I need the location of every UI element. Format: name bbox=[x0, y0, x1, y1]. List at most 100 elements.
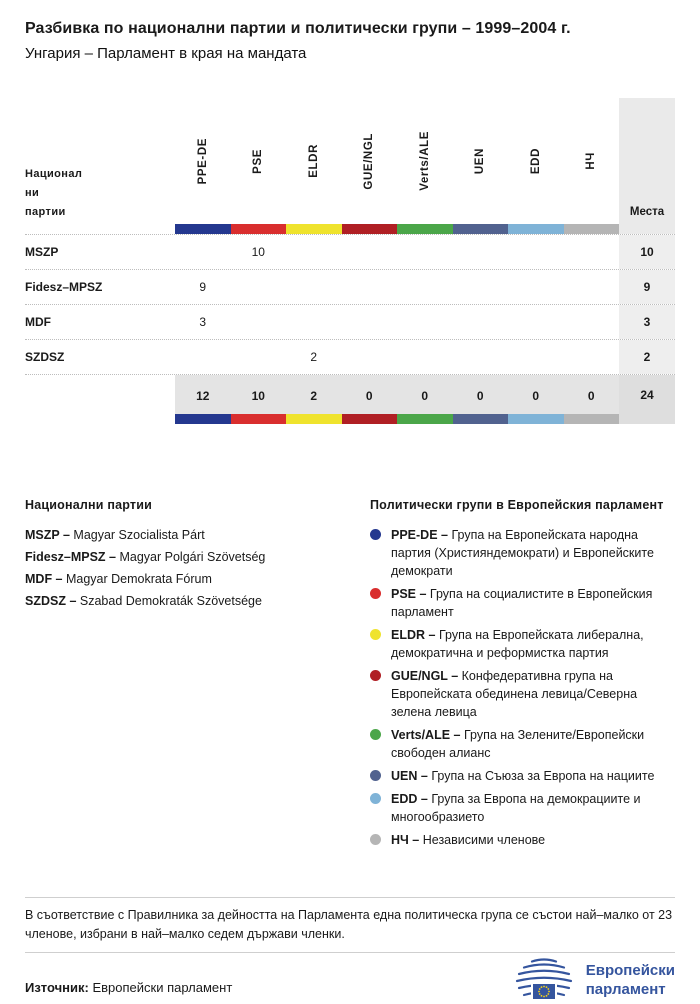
party-legend-item: SZDSZ – Szabad Demokraták Szövetsége bbox=[25, 590, 370, 612]
group-column-label: PSE bbox=[252, 148, 265, 174]
value-cell bbox=[397, 305, 453, 339]
party-full-name: Magyar Polgári Szövetség bbox=[119, 550, 266, 564]
page-subtitle: Унгария – Парламент в края на мандата bbox=[25, 45, 307, 62]
totals-blank-cell bbox=[25, 375, 175, 424]
value-cell bbox=[286, 305, 342, 339]
group-color-bar bbox=[508, 224, 564, 234]
group-description: Група на социалистите в Европейския парл… bbox=[391, 587, 653, 619]
source-line: Източник: Европейски парламент bbox=[25, 980, 232, 1004]
total-value-cell: 12 bbox=[175, 375, 231, 424]
value-cell: 3 bbox=[199, 315, 207, 329]
group-legend-item: GUE/NGL – Конфедеративна група на Европе… bbox=[370, 667, 675, 721]
group-color-dot bbox=[370, 729, 381, 740]
party-abbr: Fidesz–MPSZ – bbox=[25, 550, 116, 564]
party-legend-item: MDF – Magyar Demokrata Fórum bbox=[25, 568, 370, 590]
seats-column-label: Места bbox=[629, 206, 665, 218]
total-value-cell: 0 bbox=[341, 375, 397, 424]
group-color-dot bbox=[370, 588, 381, 599]
total-seats: 24 bbox=[619, 375, 675, 424]
value-cell bbox=[231, 305, 287, 339]
value-cell bbox=[175, 340, 231, 374]
total-color-bar bbox=[175, 414, 231, 424]
party-name: MSZP bbox=[25, 245, 59, 259]
total-value: 12 bbox=[196, 388, 210, 403]
group-abbr: UEN – bbox=[391, 769, 428, 783]
total-color-bar bbox=[508, 414, 564, 424]
ep-logo-text-line2: парламент bbox=[585, 981, 666, 998]
group-abbr: PSE – bbox=[391, 587, 427, 601]
group-description: Група на Зелените/Европейски свободен ал… bbox=[391, 728, 645, 760]
table-row: SZDSZ 2 2 bbox=[25, 339, 675, 374]
political-groups-legend: Политически групи в Европейския парламен… bbox=[370, 498, 675, 849]
value-cell bbox=[397, 340, 453, 374]
group-column-label: UEN bbox=[474, 147, 487, 175]
party-full-name: Magyar Szocialista Párt bbox=[73, 528, 205, 542]
table-header-row: Национални партии PPE-DE PSE ELDR GUE/NG… bbox=[25, 98, 675, 234]
group-color-bar bbox=[397, 224, 453, 234]
group-column-header: Verts/ALE bbox=[397, 98, 453, 234]
group-color-dot bbox=[370, 629, 381, 640]
group-description: Група на Европейската либерална, демокра… bbox=[391, 628, 644, 660]
party-abbr: MSZP – bbox=[25, 528, 70, 542]
group-abbr: EDD – bbox=[391, 792, 428, 806]
footer: Източник: Европейски парламент Европейск… bbox=[25, 957, 675, 1004]
value-cell bbox=[397, 270, 453, 304]
seats-table: Национални партии PPE-DE PSE ELDR GUE/NG… bbox=[25, 98, 675, 424]
group-abbr: GUE/NGL – bbox=[391, 669, 459, 683]
value-cell bbox=[564, 340, 620, 374]
page-title: Разбивка по национални партии и политиче… bbox=[25, 20, 571, 37]
group-column-header: ELDR bbox=[286, 98, 342, 234]
total-value: 0 bbox=[421, 388, 429, 403]
group-column-header: GUE/NGL bbox=[341, 98, 397, 234]
group-abbr: PPE-DE – bbox=[391, 528, 448, 542]
seats-cell: 9 bbox=[619, 270, 675, 304]
group-legend-item: PPE-DE – Група на Европейската народна п… bbox=[370, 526, 675, 580]
group-legend-item: PSE – Група на социалистите в Европейски… bbox=[370, 585, 675, 621]
seats-cell: 10 bbox=[619, 235, 675, 269]
value-cell bbox=[508, 305, 564, 339]
group-description: Група на Съюза за Европа на нациите bbox=[431, 769, 655, 783]
group-color-dot bbox=[370, 793, 381, 804]
ep-logo: Европейски парламент bbox=[512, 957, 675, 1004]
group-description: Независими членове bbox=[422, 833, 546, 847]
party-name: MDF bbox=[25, 315, 51, 329]
group-legend-item: EDD – Група за Европа на демокрациите и … bbox=[370, 790, 675, 826]
total-value-cell: 0 bbox=[563, 375, 619, 424]
value-cell bbox=[508, 340, 564, 374]
group-legend-item: Verts/ALE – Група на Зелените/Европейски… bbox=[370, 726, 675, 762]
group-column-header: НЧ bbox=[563, 98, 619, 234]
group-column-label: PPE-DE bbox=[196, 137, 209, 185]
footnote: В съответствие с Правилника за дейността… bbox=[25, 897, 675, 953]
group-color-dot bbox=[370, 670, 381, 681]
total-color-bar bbox=[452, 414, 508, 424]
group-column-label: ELDR bbox=[307, 144, 320, 178]
total-value: 0 bbox=[476, 388, 484, 403]
total-value-cell: 2 bbox=[286, 375, 342, 424]
total-value: 10 bbox=[251, 388, 265, 403]
value-cell bbox=[397, 235, 453, 269]
value-cell bbox=[508, 270, 564, 304]
value-cell bbox=[286, 235, 342, 269]
ep-logo-icon bbox=[515, 958, 572, 1001]
group-legend-item: ELDR – Група на Европейската либерална, … bbox=[370, 626, 675, 662]
party-legend-item: MSZP – Magyar Szocialista Párt bbox=[25, 524, 370, 546]
group-column-label: Verts/ALE bbox=[418, 131, 431, 191]
group-color-bar bbox=[175, 224, 231, 234]
ep-logo-text: Европейски парламент bbox=[586, 961, 675, 999]
value-cell bbox=[342, 305, 398, 339]
legend: Национални партии MSZP – Magyar Szociali… bbox=[25, 498, 675, 849]
total-value-cell: 0 bbox=[508, 375, 564, 424]
party-abbr: SZDSZ – bbox=[25, 594, 77, 608]
total-color-bar bbox=[563, 414, 619, 424]
ep-logo-text-line1: Европейски bbox=[585, 962, 675, 979]
group-column-header: EDD bbox=[508, 98, 564, 234]
group-color-bar bbox=[563, 224, 619, 234]
value-cell bbox=[453, 270, 509, 304]
total-value-cell: 0 bbox=[397, 375, 453, 424]
party-full-name: Magyar Demokrata Fórum bbox=[65, 572, 212, 586]
value-cell bbox=[175, 235, 231, 269]
table-row: Fidesz–MPSZ 9 9 bbox=[25, 269, 675, 304]
group-color-bar bbox=[230, 224, 286, 234]
party-name: SZDSZ bbox=[25, 350, 65, 364]
